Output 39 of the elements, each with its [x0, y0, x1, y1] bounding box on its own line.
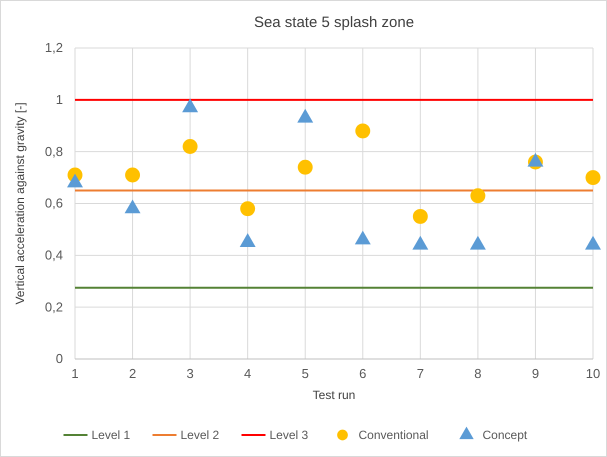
point — [124, 199, 141, 214]
legend-label: Conventional — [358, 428, 429, 442]
point — [125, 168, 140, 182]
x-tick-label: 10 — [586, 366, 600, 382]
x-axis-title: Test run — [312, 388, 356, 402]
point — [586, 170, 600, 186]
y-tick-label: 1,2 — [44, 40, 63, 56]
y-tick-label: 0,6 — [44, 196, 63, 211]
x-tick-label: 1 — [71, 366, 79, 382]
y-tick-label: 0 — [56, 351, 63, 366]
point — [240, 233, 256, 247]
legend-label: Level 3 — [270, 428, 309, 442]
point — [470, 236, 486, 250]
x-tick-label: 3 — [186, 366, 194, 382]
point — [240, 201, 256, 216]
point — [182, 139, 198, 154]
legend-label: Concept — [482, 428, 528, 442]
legend-label: Level 2 — [180, 428, 220, 442]
x-tick-label: 2 — [128, 366, 136, 382]
point — [585, 236, 601, 250]
y-tick-label: 0,2 — [44, 299, 63, 314]
legend-label: Level 1 — [92, 428, 131, 442]
x-tick-label: 5 — [302, 366, 309, 382]
point — [355, 123, 370, 138]
x-tick-label: 4 — [244, 366, 252, 382]
x-tick-label: 9 — [532, 366, 540, 382]
x-tick-label: 7 — [416, 366, 424, 382]
point — [470, 188, 486, 204]
x-tick-label: 6 — [359, 366, 366, 382]
chart-title: Sea state 5 splash zone — [254, 14, 414, 31]
point — [354, 230, 371, 244]
y-axis-title: Vertical acceleration against gravity [-] — [13, 102, 27, 305]
point — [412, 236, 428, 250]
y-tick-label: 1 — [56, 92, 63, 107]
x-tick-label: 8 — [474, 366, 482, 382]
y-tick-label: 0,8 — [44, 144, 63, 159]
y-tick-label: 0,4 — [44, 247, 63, 262]
point — [298, 160, 313, 175]
point — [412, 209, 428, 224]
